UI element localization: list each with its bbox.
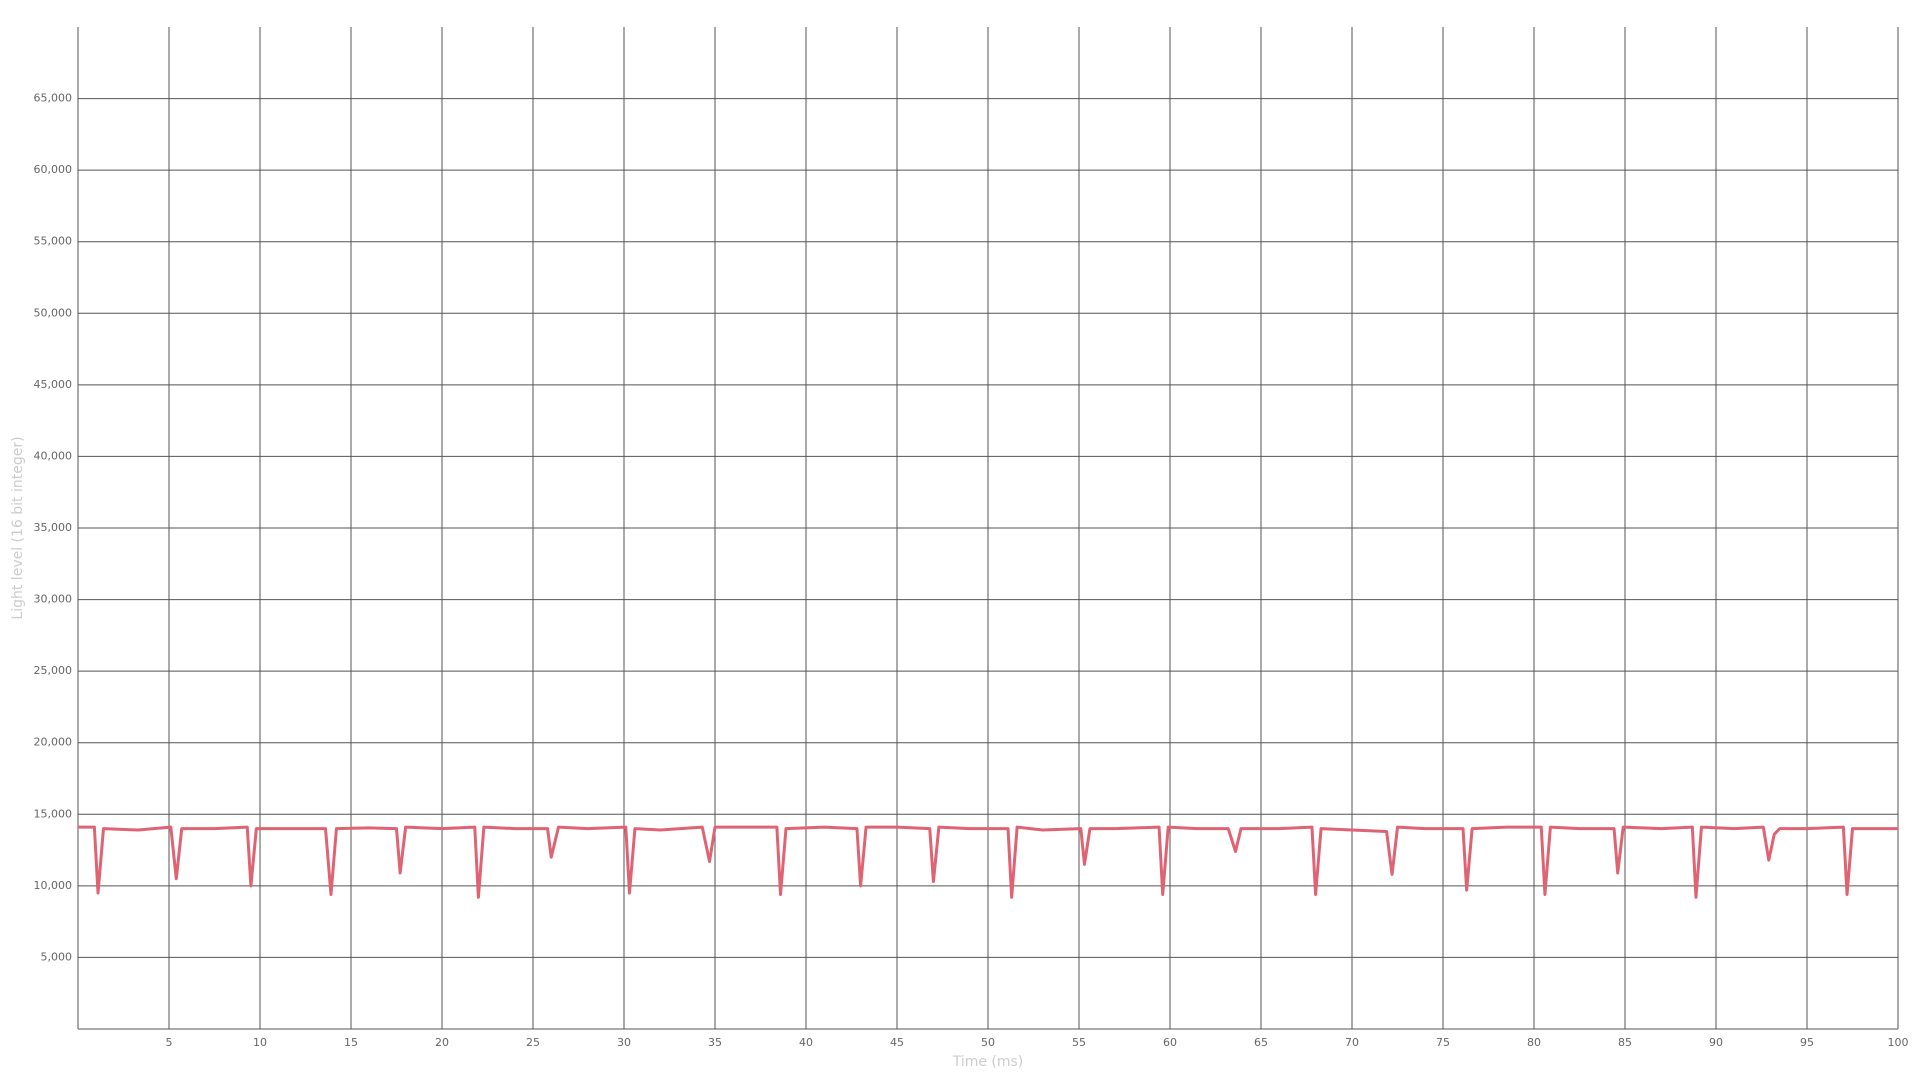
y-tick-label: 65,000: [34, 92, 73, 105]
y-tick-label: 55,000: [34, 235, 73, 248]
x-tick-label: 40: [799, 1036, 813, 1049]
x-tick-label: 45: [890, 1036, 904, 1049]
y-tick-label: 5,000: [41, 950, 73, 963]
x-tick-label: 20: [435, 1036, 449, 1049]
y-tick-label: 20,000: [34, 736, 73, 749]
x-tick-label: 65: [1254, 1036, 1268, 1049]
y-axis-title: Light level (16 bit integer): [10, 436, 26, 619]
x-tick-label: 25: [526, 1036, 540, 1049]
x-tick-label: 85: [1618, 1036, 1632, 1049]
x-tick-label: 35: [708, 1036, 722, 1049]
x-tick-label: 10: [253, 1036, 267, 1049]
y-tick-label: 10,000: [34, 879, 73, 892]
data-line: [78, 825, 1898, 899]
y-tick-label: 45,000: [34, 378, 73, 391]
y-tick-label: 15,000: [34, 807, 73, 820]
x-tick-label: 15: [344, 1036, 358, 1049]
x-tick-label: 70: [1345, 1036, 1359, 1049]
x-tick-label: 75: [1436, 1036, 1450, 1049]
y-tick-label: 40,000: [34, 449, 73, 462]
x-tick-label: 100: [1888, 1036, 1909, 1049]
x-tick-label: 5: [166, 1036, 173, 1049]
y-tick-label: 25,000: [34, 664, 73, 677]
x-tick-label: 30: [617, 1036, 631, 1049]
x-tick-label: 95: [1800, 1036, 1814, 1049]
x-tick-label: 55: [1072, 1036, 1086, 1049]
y-tick-label: 60,000: [34, 163, 73, 176]
y-tick-label: 50,000: [34, 306, 73, 319]
y-tick-label: 30,000: [34, 593, 73, 606]
x-tick-label: 80: [1527, 1036, 1541, 1049]
y-tick-label: 35,000: [34, 521, 73, 534]
x-axis-title: Time (ms): [952, 1054, 1024, 1070]
x-tick-label: 90: [1709, 1036, 1723, 1049]
x-tick-label: 50: [981, 1036, 995, 1049]
x-tick-label: 60: [1163, 1036, 1177, 1049]
